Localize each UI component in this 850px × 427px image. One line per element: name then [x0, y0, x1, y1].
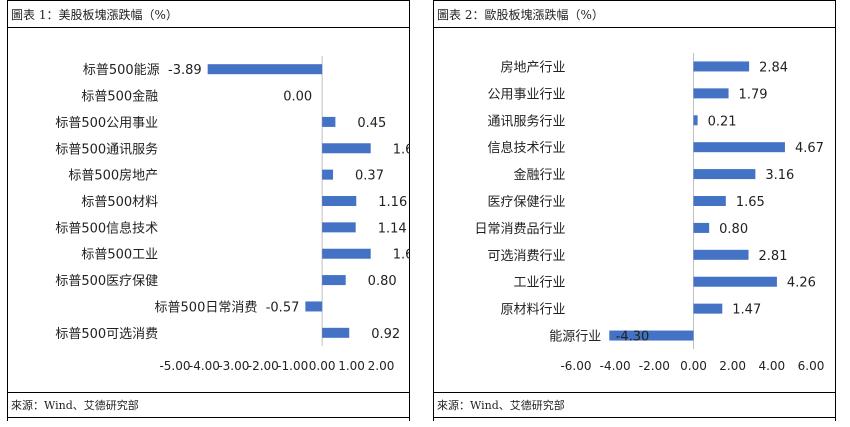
bar	[693, 61, 750, 72]
bar	[207, 64, 323, 75]
x-tick-label: -3.00	[218, 359, 249, 373]
bar	[322, 169, 334, 180]
data-label: 0.80	[368, 274, 397, 289]
data-label: 1.16	[378, 195, 407, 210]
x-tick-label: -5.00	[159, 359, 190, 373]
data-label: -3.89	[168, 63, 202, 78]
data-label: -0.57	[266, 300, 300, 315]
data-label: 1.14	[378, 221, 407, 236]
category-label: 标普500公用事业	[55, 116, 158, 131]
category-label: 标普500房地产	[68, 168, 158, 184]
category-label: 公用事业行业	[487, 87, 565, 102]
x-tick-label: -6.00	[560, 359, 591, 373]
bar	[693, 249, 749, 260]
bar	[305, 301, 323, 312]
panel-border-left	[433, 0, 434, 421]
data-label: 1.65	[393, 142, 410, 157]
category-label: 通讯服务行业	[487, 113, 565, 129]
data-label: 2.81	[759, 249, 788, 264]
category-label: 标普500可选消费	[55, 327, 158, 342]
chart-panel-us: 圖表 1：美股板塊漲跌幅（%） 标普500能源 -3.89 标普500金融 0.00 标…	[7, 0, 410, 421]
x-tick-label: 1.00	[338, 359, 365, 373]
category-label: 工业行业	[513, 276, 565, 291]
x-tick-label: 0.00	[680, 359, 707, 373]
data-label: 0.92	[371, 327, 400, 342]
panel-border-left	[7, 0, 8, 421]
chart-panel-eu: 圖表 2：歐股板塊漲跌幅（%） 房地产行业 2.84 公用事业行业 1.79 通讯服务行…	[433, 0, 836, 421]
x-tick-label: 6.00	[798, 359, 825, 373]
category-label: 信息技术行业	[487, 140, 565, 156]
bar	[322, 248, 371, 259]
data-label: 4.26	[787, 276, 816, 291]
category-label: 原材料行业	[500, 303, 565, 318]
chart-source: 來源：Wind、艾德研究部	[7, 392, 410, 418]
category-label: 医疗保健行业	[487, 195, 565, 210]
category-label: 标普500通讯服务	[55, 141, 158, 157]
data-label: 1.79	[739, 87, 768, 102]
bar	[693, 276, 777, 287]
data-label: 0.80	[719, 222, 748, 237]
category-label: 标普500材料	[81, 195, 158, 210]
bar	[693, 169, 756, 180]
data-label: 3.16	[765, 168, 794, 183]
x-tick-label: 0.00	[309, 359, 336, 373]
category-label: 标普500金融	[81, 89, 158, 105]
bar	[693, 115, 698, 126]
bar	[693, 88, 729, 99]
bar	[693, 142, 785, 153]
bar	[322, 196, 357, 206]
panel-border-right	[409, 0, 410, 421]
data-label: 0.45	[357, 116, 386, 131]
x-tick-label: -4.00	[189, 359, 220, 373]
x-tick-label: 4.00	[758, 359, 785, 373]
data-label: 1.47	[732, 303, 761, 318]
x-tick-label: -2.00	[639, 359, 670, 373]
chart-title: 圖表 2：歐股板塊漲跌幅（%）	[433, 0, 836, 28]
category-label: 日常消费品行业	[474, 222, 565, 237]
x-tick-label: -2.00	[248, 359, 279, 373]
category-label: 标普500能源	[83, 63, 160, 78]
category-label: 标普500工业	[81, 248, 158, 263]
category-label: 房地产行业	[500, 59, 565, 75]
data-label: -4.30	[616, 330, 650, 345]
category-label: 可选消费行业	[487, 249, 565, 264]
x-tick-label: -1.00	[277, 359, 308, 373]
bar	[609, 330, 694, 341]
x-tick-label: -4.00	[600, 359, 631, 373]
data-label: 2.84	[759, 60, 788, 75]
bar	[322, 143, 371, 154]
data-label: 4.67	[795, 141, 824, 156]
data-label: 1.65	[736, 195, 765, 210]
data-label: 0.00	[283, 90, 312, 105]
bar	[693, 222, 710, 233]
chart-svg-us: 标普500能源 -3.89 标普500金融 0.00 标普500公用事业 0.45 标普50…	[55, 56, 410, 373]
category-label: 金融行业	[513, 167, 565, 183]
bar	[693, 196, 726, 206]
x-tick-label: 2.00	[368, 359, 395, 373]
data-label: 1.65	[393, 248, 410, 263]
category-label: 标普500医疗保健	[55, 274, 158, 289]
data-label: 0.21	[708, 114, 737, 129]
category-label: 标普500日常消费	[155, 300, 258, 315]
data-label: 0.37	[355, 169, 384, 184]
bar	[322, 275, 346, 286]
chart-title: 圖表 1：美股板塊漲跌幅（%）	[7, 0, 410, 28]
bar	[322, 327, 350, 338]
bar	[322, 116, 336, 127]
chart-svg-eu: 房地产行业 2.84 公用事业行业 1.79 通讯服务行业 0.21 信息技术行业 4.67 金…	[474, 53, 825, 373]
category-label: 能源行业	[549, 330, 601, 345]
bar	[322, 222, 356, 233]
bar	[693, 303, 723, 314]
panel-border-right	[835, 0, 836, 421]
x-tick-label: 2.00	[719, 359, 746, 373]
chart-source: 來源：Wind、艾德研究部	[433, 392, 836, 418]
category-label: 标普500信息技术	[55, 220, 158, 236]
